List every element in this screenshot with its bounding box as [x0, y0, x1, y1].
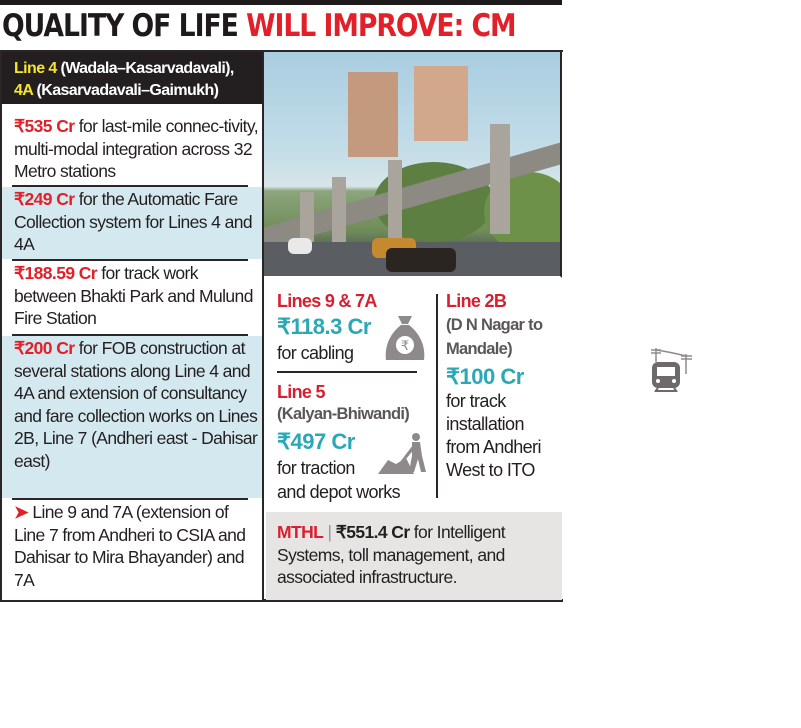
line4a-route: (Kasarvadavali–Gaimukh): [32, 82, 219, 99]
pillar: [332, 177, 346, 244]
item-text: for FOB construction at several stations…: [14, 338, 258, 471]
separator: |: [323, 522, 336, 542]
horizontal-divider: [277, 371, 417, 373]
line-2b-desc: West to ITO: [446, 460, 535, 480]
line4-route: (Wadala–Kasarvadavali),: [56, 60, 234, 77]
pillar: [490, 124, 510, 234]
item-text: for last-mile connec-tivity, multi-modal…: [14, 116, 259, 181]
building: [348, 72, 398, 157]
line-5-desc2: and depot works: [277, 482, 401, 502]
arrow-bullet-icon: ➤: [14, 502, 29, 522]
divider: [12, 334, 248, 336]
metro-train-icon: [648, 346, 696, 393]
page-headline: QUALITY OF LIFE WILL IMPROVE: CM: [2, 6, 517, 46]
item-text: for track work between Bhakti Park and M…: [14, 263, 253, 328]
mthl-label: MTHL: [277, 522, 324, 542]
headline-red: WILL IMPROVE: CM: [246, 8, 516, 44]
line-2b-desc: from Andheri: [446, 437, 541, 457]
item-249cr: ₹249 Cr for the Automatic Fare Collectio…: [2, 187, 262, 259]
line-5-subtitle: (Kalyan-Bhiwandi): [277, 405, 410, 423]
construction-worker-icon: [378, 432, 430, 474]
line-2b-subtitle2: Mandale): [446, 340, 513, 358]
lines-9-7a-title: Lines 9 & 7A: [277, 291, 377, 311]
divider: [12, 185, 248, 187]
line-5-desc1: for traction: [277, 458, 355, 478]
pillar: [300, 192, 314, 244]
divider: [12, 498, 248, 500]
divider: [12, 259, 248, 261]
vertical-divider: [436, 294, 438, 498]
line-2b-subtitle1: (D N Nagar to: [446, 316, 543, 334]
line-2b-amount: ₹100 Cr: [446, 364, 524, 389]
mthl-amount: ₹551.4 Cr: [335, 522, 410, 542]
money-bag-rupee-icon: ₹: [384, 314, 426, 362]
building: [414, 66, 468, 141]
amount: ₹535 Cr: [14, 116, 75, 136]
mthl-box: MTHL | ₹551.4 Cr for Intelligent Systems…: [266, 512, 562, 600]
item-text: for the Automatic Fare Collection system…: [14, 189, 253, 254]
line4-label: Line 4: [14, 60, 57, 77]
item-188cr: ₹188.59 Cr for track work between Bhakti…: [2, 261, 262, 334]
car: [386, 248, 456, 272]
amount: ₹200 Cr: [14, 338, 75, 358]
line-2b-title: Line 2B: [446, 291, 507, 311]
item-535cr: ₹535 Cr for last-mile connec-tivity, mul…: [2, 113, 262, 185]
pillar: [388, 160, 402, 244]
left-column: [0, 50, 264, 602]
headline-black: QUALITY OF LIFE: [2, 8, 247, 44]
lines-9-7a-desc: for cabling: [277, 343, 354, 363]
mthl-text: for Intelligent Systems, toll management…: [277, 522, 506, 587]
line-2b-desc: installation: [446, 414, 524, 434]
metro-viaduct-photo: [264, 52, 562, 278]
item-text: Line 9 and 7A (extension of Line 7 from …: [14, 502, 246, 590]
top-rule: [0, 0, 562, 5]
amount: ₹188.59 Cr: [14, 263, 98, 283]
lines-9-7a-amount: ₹118.3 Cr: [277, 314, 371, 339]
item-200cr: ₹200 Cr for FOB construction at several …: [2, 336, 262, 498]
svg-text:₹: ₹: [401, 339, 409, 354]
car: [288, 238, 312, 254]
line4a-label: 4A: [14, 82, 33, 99]
amount: ₹249 Cr: [14, 189, 75, 209]
line-4-header: Line 4 (Wadala–Kasarvadavali), 4A (Kasar…: [2, 52, 262, 104]
item-line9-7a: ➤ Line 9 and 7A (extension of Line 7 fro…: [2, 500, 262, 600]
line-2b-desc: for track: [446, 391, 506, 411]
infographic-frame: [0, 50, 563, 602]
line-5-title: Line 5: [277, 382, 326, 402]
line-5-amount: ₹497 Cr: [277, 429, 355, 454]
